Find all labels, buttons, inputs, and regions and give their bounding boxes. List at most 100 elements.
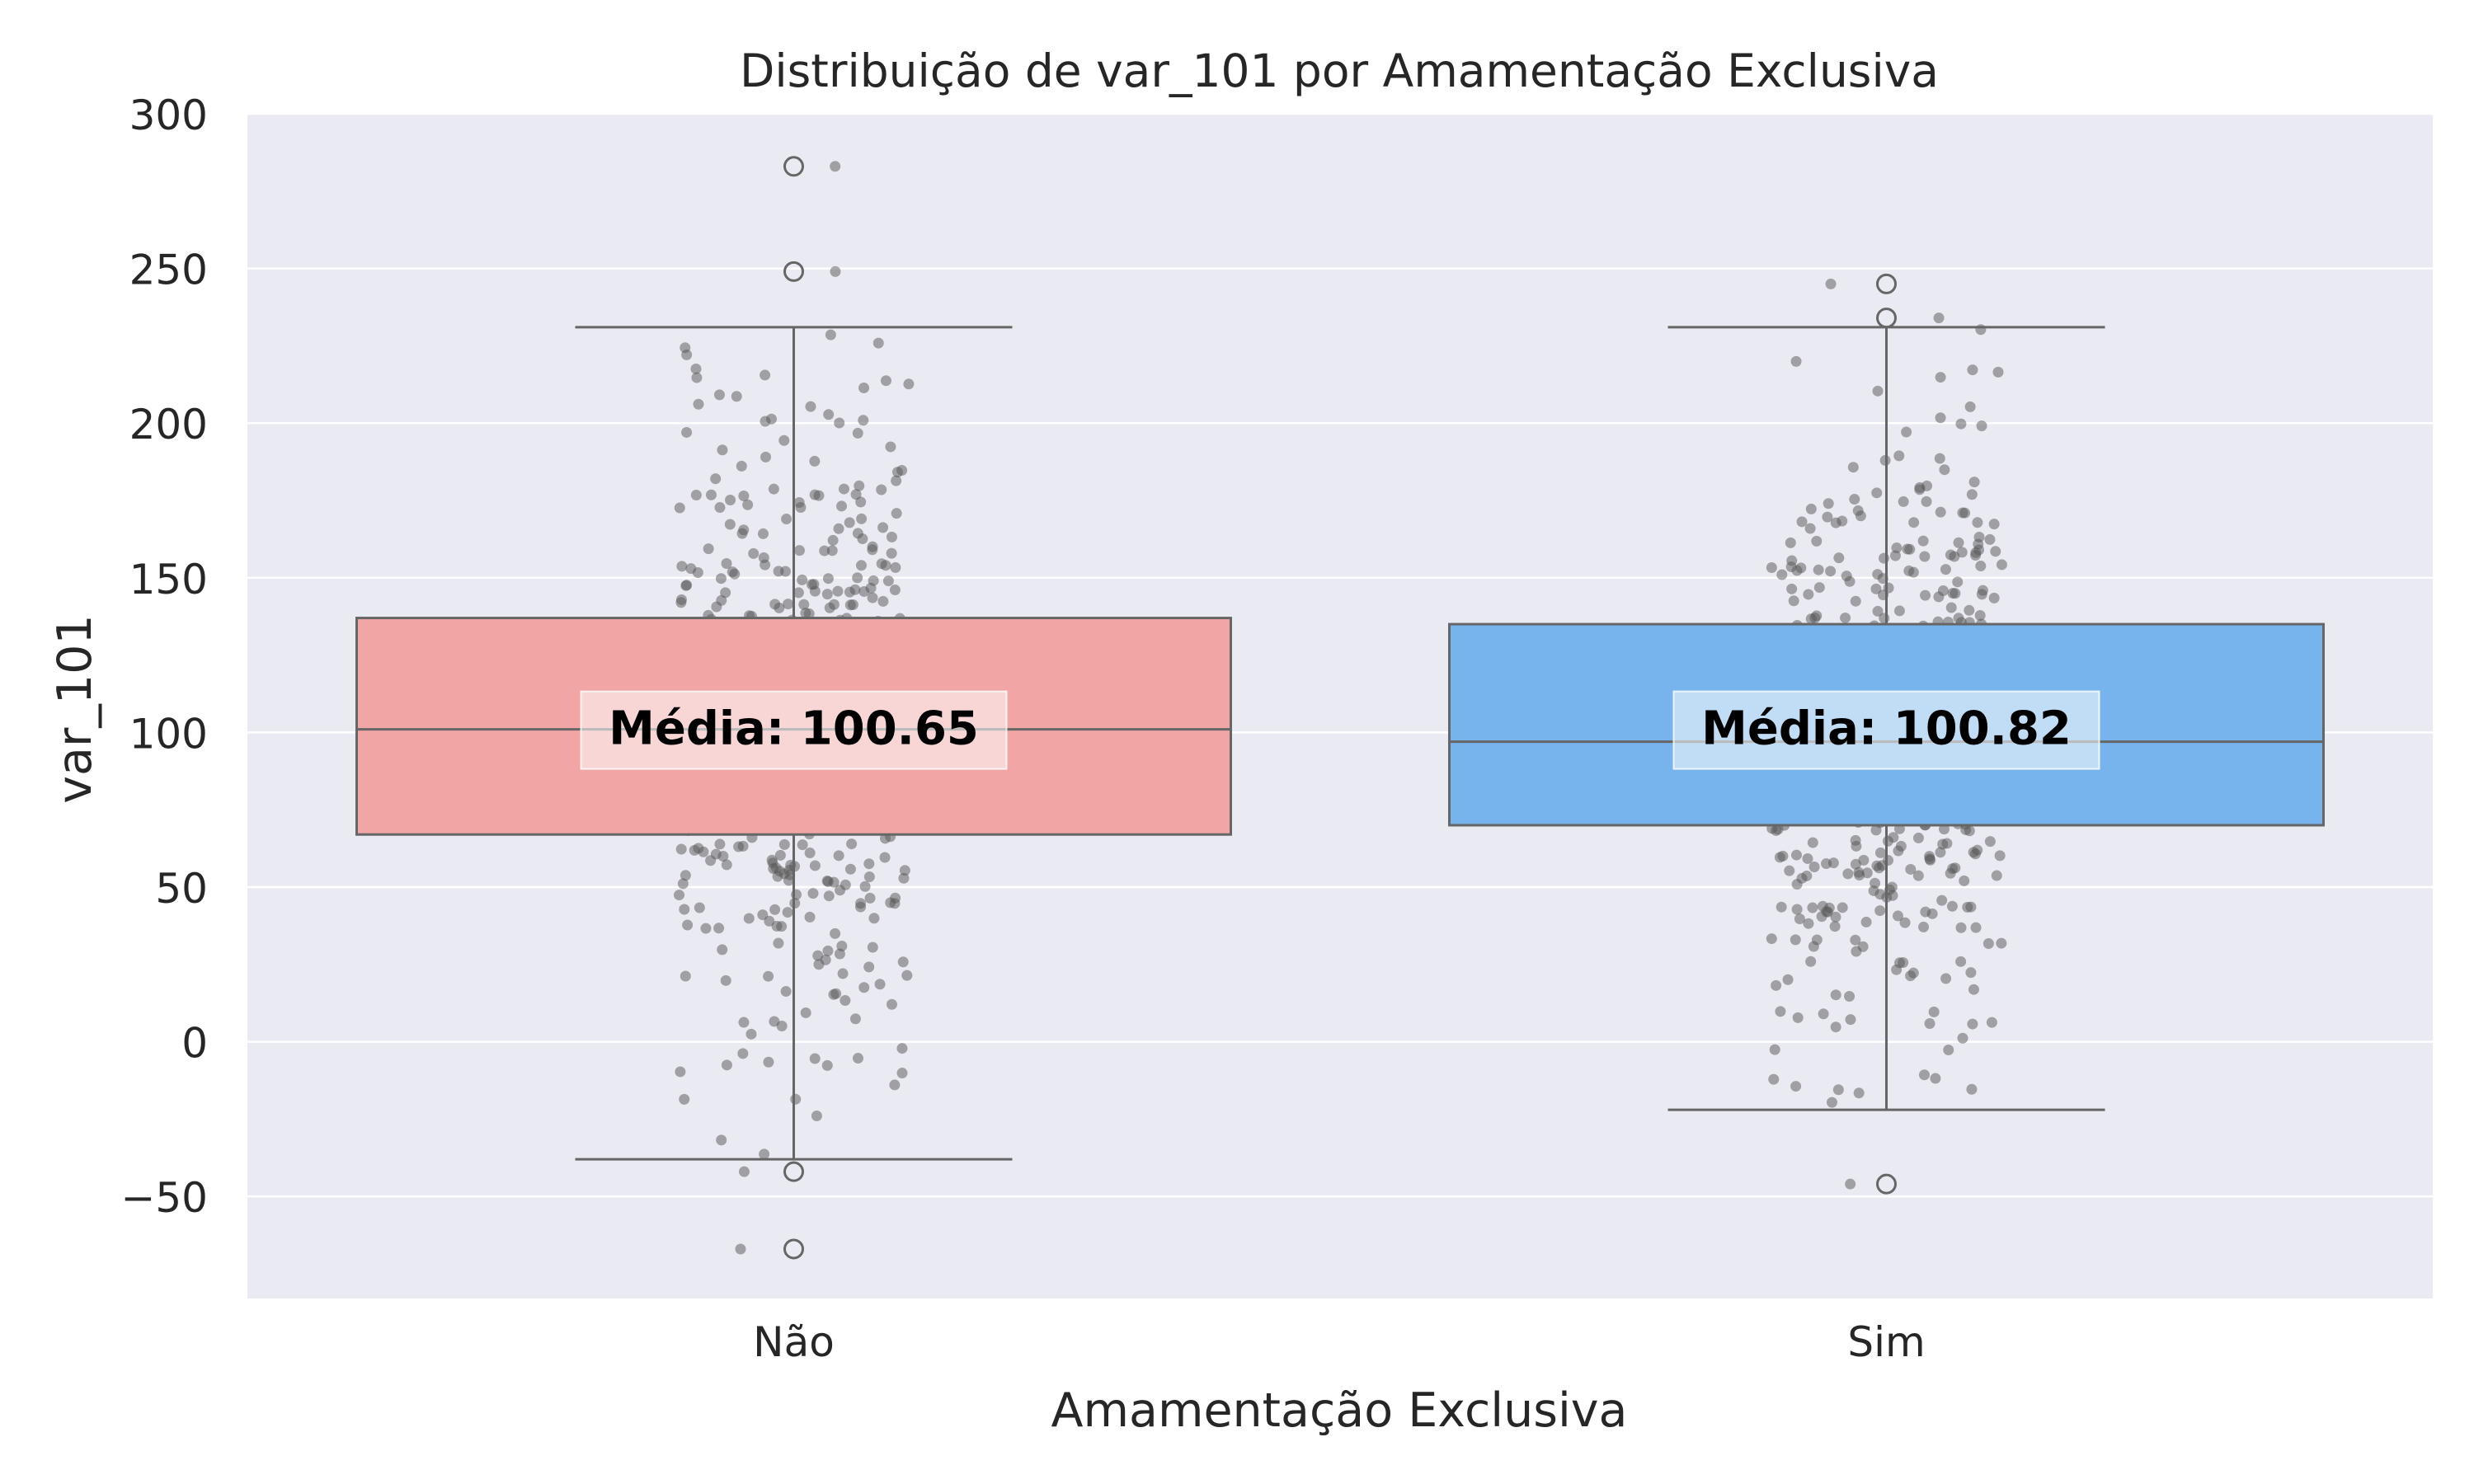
jitter-point — [897, 956, 909, 968]
jitter-point — [675, 1066, 686, 1078]
y-tick-label: 200 — [129, 401, 208, 448]
jitter-point — [676, 561, 688, 572]
jitter-point — [1970, 550, 1982, 561]
jitter-point — [889, 1079, 901, 1091]
jitter-point — [1874, 862, 1885, 874]
jitter-point — [1844, 991, 1856, 1003]
jitter-point — [1994, 850, 2006, 862]
jitter-point — [896, 1068, 908, 1079]
jitter-point — [1965, 901, 1977, 913]
jitter-point — [827, 534, 839, 546]
y-axis-label: var_101 — [48, 614, 102, 803]
jitter-point — [844, 517, 855, 528]
jitter-point — [826, 545, 838, 556]
jitter-point — [781, 514, 793, 525]
jitter-point — [1893, 450, 1905, 462]
jitter-point — [1905, 863, 1917, 875]
mean-label: Média: 100.82 — [1701, 702, 2072, 756]
jitter-point — [1941, 838, 1953, 849]
jitter-point — [876, 558, 887, 570]
jitter-point — [1788, 595, 1799, 607]
jitter-point — [828, 599, 840, 610]
x-tick-label: Não — [753, 1318, 835, 1366]
jitter-point — [797, 574, 808, 585]
jitter-point — [793, 545, 805, 556]
jitter-point — [721, 1059, 732, 1071]
jitter-point — [743, 913, 755, 924]
jitter-point — [1830, 1021, 1841, 1033]
jitter-point — [805, 401, 816, 412]
jitter-point — [1823, 498, 1834, 510]
jitter-point — [837, 968, 849, 979]
jitter-point — [717, 444, 728, 456]
jitter-point — [855, 898, 867, 909]
jitter-point — [1964, 825, 1975, 837]
jitter-point — [776, 1021, 788, 1032]
jitter-point — [807, 888, 819, 899]
jitter-point — [886, 531, 897, 542]
jitter-point — [774, 849, 786, 861]
jitter-point — [811, 1111, 822, 1122]
jitter-point — [1943, 1045, 1954, 1056]
jitter-point — [1988, 519, 2000, 530]
jitter-point — [852, 572, 863, 584]
jitter-point — [1967, 1018, 1978, 1030]
jitter-point — [1953, 537, 1964, 548]
jitter-point — [1832, 1084, 1844, 1096]
jitter-point — [776, 921, 788, 932]
outlier-point — [1876, 273, 1897, 294]
jitter-point — [1968, 477, 1980, 488]
jitter-point — [1776, 569, 1788, 580]
outlier-point — [783, 1161, 804, 1182]
jitter-point — [1803, 918, 1814, 929]
jitter-point — [1802, 852, 1813, 864]
jitter-point — [745, 1028, 757, 1040]
jitter-point — [1790, 355, 1802, 367]
jitter-point — [1939, 464, 1950, 476]
jitter-point — [813, 959, 825, 970]
jitter-point — [1776, 901, 1787, 913]
jitter-point — [798, 599, 810, 610]
jitter-point — [1908, 517, 1920, 528]
jitter-point — [1842, 868, 1854, 880]
jitter-point — [1851, 840, 1862, 852]
jitter-point — [844, 863, 856, 875]
jitter-point — [1907, 566, 1919, 578]
jitter-point — [836, 500, 848, 512]
mean-label: Média: 100.65 — [609, 702, 979, 756]
jitter-point — [855, 496, 867, 508]
jitter-point — [1935, 506, 1946, 518]
jitter-point — [1940, 973, 1952, 984]
jitter-point — [1928, 1006, 1940, 1017]
y-tick-label: 150 — [129, 556, 208, 603]
jitter-point — [863, 961, 875, 973]
jitter-point — [1850, 934, 1861, 946]
jitter-point — [1930, 1073, 1941, 1084]
jitter-point — [1984, 836, 1996, 848]
jitter-point — [1912, 870, 1924, 881]
jitter-point — [1808, 862, 1820, 873]
jitter-point — [720, 974, 731, 986]
jitter-point — [1921, 480, 1933, 491]
jitter-point — [1964, 604, 1975, 616]
jitter-point — [858, 382, 870, 393]
mean-labels: Média: 100.65 Média: 100.82 — [580, 690, 2100, 770]
jitter-point — [1829, 921, 1841, 932]
jitter-point — [1837, 902, 1848, 913]
jitter-point — [1804, 523, 1816, 534]
jitter-point — [872, 337, 884, 349]
jitter-point — [1952, 576, 1964, 588]
jitter-point — [889, 585, 901, 596]
jitter-point — [729, 568, 741, 580]
jitter-point — [1982, 937, 1994, 949]
jitter-point — [1924, 1018, 1935, 1030]
jitter-point — [882, 575, 894, 587]
jitter-point — [721, 558, 732, 570]
jitter-point — [760, 369, 771, 381]
jitter-point — [1827, 857, 1839, 869]
jitter-point — [778, 868, 790, 880]
jitter-point — [849, 1013, 861, 1025]
outlier-point — [783, 1238, 804, 1260]
jitter-point — [1777, 850, 1789, 862]
x-axis-label: Amamentação Exclusiva — [1051, 1383, 1628, 1438]
